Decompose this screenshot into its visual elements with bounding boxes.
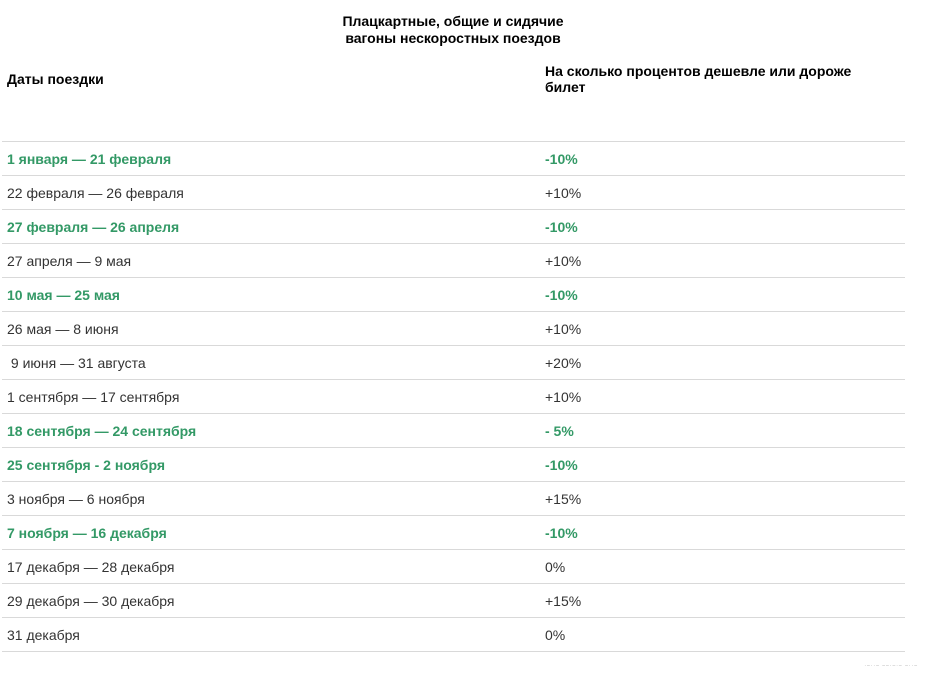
page-title-line2: вагоны нескоростных поездов [345,30,561,46]
percent-cell: -10% [545,524,578,541]
dates-cell: 27 апреля — 9 мая [7,252,132,269]
table-row: 29 декабря — 30 декабря +15% [2,583,905,617]
header-percent: На сколько процентов дешевле или дороже … [545,63,852,95]
percent-cell: -10% [545,218,578,235]
percent-cell: +15% [545,592,582,609]
watermark: ·–··– ––·–·– –··– [864,663,918,669]
percent-cell: +10% [545,388,582,405]
table-header: Даты поездки На сколько процентов дешевл… [0,63,926,95]
dates-cell: 1 января — 21 февраля [7,150,172,167]
percent-cell: +10% [545,320,582,337]
dates-cell: 7 ноября — 16 декабря [7,524,167,541]
table-row: 1 января — 21 февраля -10% [2,141,905,175]
table-row: 26 мая — 8 июня +10% [2,311,905,345]
percent-cell: +15% [545,490,582,507]
dates-cell: 17 декабря — 28 декабря [7,558,175,575]
page-title: Плацкартные, общие и сидячие вагоны неск… [0,0,906,47]
table-row: 7 ноября — 16 декабря -10% [2,515,905,549]
header-dates: Даты поездки [7,71,104,87]
percent-cell: 0% [545,558,566,575]
percent-cell: -10% [545,286,578,303]
table-row: 1 сентября — 17 сентября +10% [2,379,905,413]
dates-cell: 31 декабря [7,626,80,643]
table-row: 9 июня — 31 августа +20% [2,345,905,379]
dates-cell: 3 ноября — 6 ноября [7,490,145,507]
dates-cell: 22 февраля — 26 февраля [7,184,184,201]
percent-cell: - 5% [545,422,574,439]
percent-cell: 0% [545,626,566,643]
table-row: 22 февраля — 26 февраля +10% [2,175,905,209]
percent-cell: +10% [545,184,582,201]
table-row: 27 апреля — 9 мая +10% [2,243,905,277]
dates-cell: 27 февраля — 26 апреля [7,218,180,235]
page-title-line1: Плацкартные, общие и сидячие [342,13,564,29]
dates-cell: 29 декабря — 30 декабря [7,592,175,609]
percent-cell: +20% [545,354,582,371]
table-row: 25 сентября - 2 ноября -10% [2,447,905,481]
table-row: 31 декабря 0% [2,617,905,651]
dates-cell: 25 сентября - 2 ноября [7,456,165,473]
table-row: 10 мая — 25 мая -10% [2,277,905,311]
dates-cell: 26 мая — 8 июня [7,320,119,337]
table-row: 27 февраля — 26 апреля -10% [2,209,905,243]
fare-table: 1 января — 21 февраля -10% 22 февраля — … [2,141,905,652]
dates-cell: 18 сентября — 24 сентября [7,422,197,439]
percent-cell: +10% [545,252,582,269]
table-row: 18 сентября — 24 сентября - 5% [2,413,905,447]
table-row: 17 декабря — 28 декабря 0% [2,549,905,583]
dates-cell: 9 июня — 31 августа [7,354,146,371]
percent-cell: -10% [545,456,578,473]
dates-cell: 10 мая — 25 мая [7,286,120,303]
table-row: 3 ноября — 6 ноября +15% [2,481,905,515]
percent-cell: -10% [545,150,578,167]
dates-cell: 1 сентября — 17 сентября [7,388,180,405]
